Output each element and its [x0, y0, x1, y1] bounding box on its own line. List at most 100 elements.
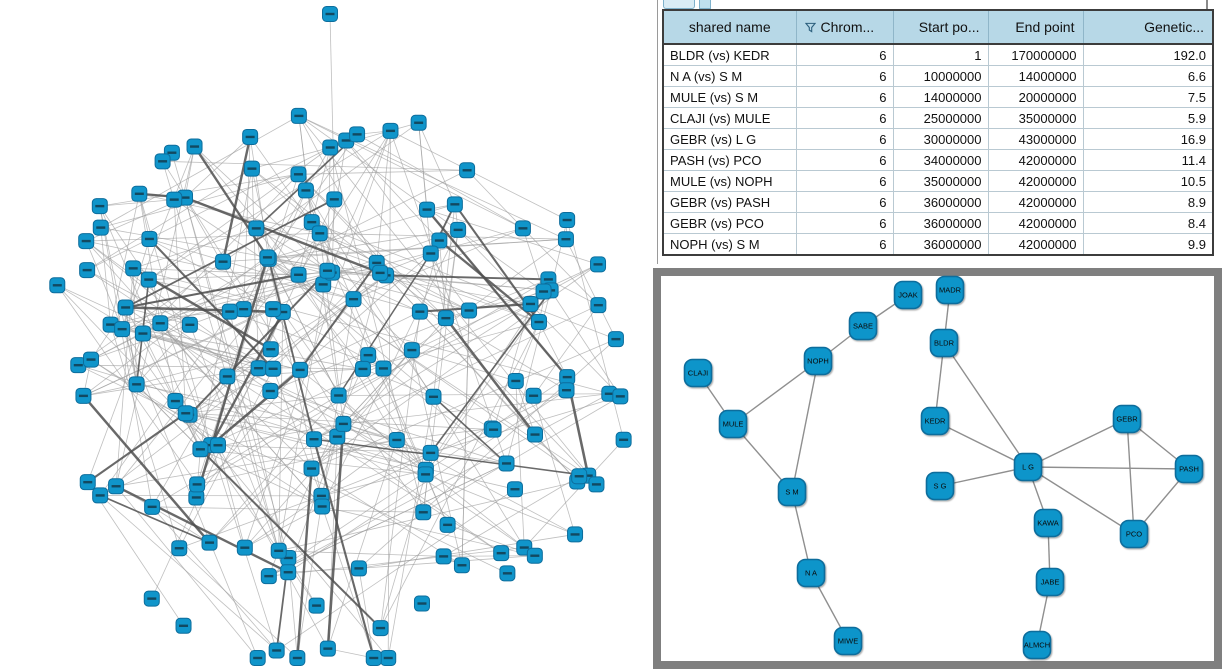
- network-edge[interactable]: [287, 436, 338, 573]
- network-edge-noph-s-m[interactable]: [791, 360, 819, 493]
- network-edge[interactable]: [278, 270, 328, 551]
- table-row[interactable]: BLDR (vs) KEDR 6 1 170000000 192.0: [662, 43, 1214, 66]
- network-edge[interactable]: [223, 238, 566, 263]
- network-node[interactable]: [410, 114, 427, 131]
- table-row[interactable]: PASH (vs) PCO 6 34000000 42000000 11.4: [662, 149, 1214, 171]
- table-cell[interactable]: 6: [795, 149, 894, 171]
- table-cell[interactable]: 34000000: [892, 149, 989, 171]
- table-cell[interactable]: GEBR (vs) L G: [662, 128, 797, 150]
- network-node[interactable]: [330, 387, 347, 404]
- network-edge-s-g-l-g[interactable]: [939, 466, 1029, 487]
- network-node[interactable]: [78, 233, 95, 250]
- network-node-kawa[interactable]: KAWA: [1033, 508, 1063, 538]
- network-edge[interactable]: [345, 140, 440, 241]
- network-edge[interactable]: [466, 169, 524, 229]
- network-edge[interactable]: [217, 445, 246, 548]
- network-edge[interactable]: [115, 486, 258, 659]
- network-edge[interactable]: [329, 13, 335, 200]
- network-node[interactable]: [250, 360, 267, 377]
- network-node[interactable]: [259, 249, 276, 266]
- network-node[interactable]: [425, 388, 442, 405]
- network-edge-strong[interactable]: [438, 239, 540, 323]
- network-node[interactable]: [114, 321, 131, 338]
- table-cell[interactable]: 6: [795, 233, 894, 256]
- table-row[interactable]: GEBR (vs) L G 6 30000000 43000000 16.9: [662, 128, 1214, 150]
- network-node[interactable]: [417, 466, 434, 483]
- network-edge[interactable]: [57, 284, 315, 440]
- network-edge[interactable]: [85, 240, 259, 659]
- network-node[interactable]: [177, 405, 194, 422]
- table-cell[interactable]: GEBR (vs) PASH: [662, 191, 797, 213]
- network-edge[interactable]: [87, 481, 184, 627]
- network-node-mule[interactable]: MULE: [718, 409, 748, 439]
- network-node[interactable]: [91, 198, 108, 215]
- network-edge-kedr-l-g[interactable]: [934, 420, 1029, 468]
- network-edge[interactable]: [251, 168, 260, 369]
- table-cell[interactable]: 10000000: [892, 65, 989, 87]
- network-edge[interactable]: [268, 258, 580, 477]
- network-edge-strong[interactable]: [338, 253, 432, 396]
- network-node[interactable]: [201, 534, 218, 551]
- network-node[interactable]: [186, 138, 203, 155]
- network-edge[interactable]: [251, 168, 313, 223]
- node-shape[interactable]: [925, 471, 955, 501]
- network-node[interactable]: [375, 360, 392, 377]
- network-edge[interactable]: [178, 368, 274, 549]
- network-edge[interactable]: [362, 321, 540, 370]
- network-node[interactable]: [262, 341, 279, 358]
- network-edge[interactable]: [321, 389, 567, 507]
- table-cell[interactable]: 9.9: [1082, 233, 1214, 256]
- network-edge[interactable]: [159, 323, 176, 402]
- network-node[interactable]: [92, 487, 109, 504]
- network-edge[interactable]: [99, 206, 138, 385]
- table-row[interactable]: CLAJI (vs) MULE 6 25000000 35000000 5.9: [662, 107, 1214, 129]
- network-edge[interactable]: [121, 146, 195, 330]
- network-node-s-g[interactable]: S G: [925, 471, 955, 501]
- table-cell[interactable]: 42000000: [987, 233, 1084, 256]
- network-node[interactable]: [167, 393, 184, 410]
- network-edge[interactable]: [83, 284, 324, 397]
- node-shape[interactable]: [683, 358, 713, 388]
- network-edge-strong[interactable]: [386, 274, 549, 281]
- network-node[interactable]: [265, 360, 282, 377]
- network-node[interactable]: [557, 231, 574, 248]
- network-edge[interactable]: [110, 193, 140, 325]
- network-node[interactable]: [530, 314, 547, 331]
- network-node[interactable]: [360, 347, 377, 364]
- table-row[interactable]: GEBR (vs) PCO 6 36000000 42000000 8.4: [662, 212, 1214, 234]
- node-shape[interactable]: [1119, 519, 1149, 549]
- network-edge[interactable]: [425, 474, 576, 535]
- network-edge[interactable]: [343, 393, 610, 425]
- network-node[interactable]: [422, 444, 439, 461]
- network-node[interactable]: [181, 316, 198, 333]
- table-cell[interactable]: 25000000: [892, 107, 989, 129]
- table-cell[interactable]: MULE (vs) NOPH: [662, 170, 797, 192]
- network-node[interactable]: [268, 642, 285, 659]
- network-node[interactable]: [79, 262, 96, 279]
- network-node[interactable]: [382, 122, 399, 139]
- node-shape[interactable]: [935, 275, 965, 305]
- column-header-shared-name[interactable]: shared name: [662, 9, 797, 45]
- table-cell[interactable]: 11.4: [1082, 149, 1214, 171]
- network-node[interactable]: [221, 303, 238, 320]
- network-edge[interactable]: [173, 199, 187, 414]
- node-shape[interactable]: [1022, 630, 1052, 660]
- network-edge[interactable]: [116, 439, 397, 487]
- network-edge[interactable]: [244, 130, 391, 548]
- network-edge[interactable]: [133, 228, 257, 269]
- network-node[interactable]: [354, 360, 371, 377]
- network-edge-strong[interactable]: [267, 258, 315, 440]
- network-edge[interactable]: [148, 130, 391, 280]
- column-header-chrom-[interactable]: Chrom...: [795, 9, 894, 45]
- table-row[interactable]: N A (vs) S M 6 10000000 14000000 6.6: [662, 65, 1214, 87]
- network-edge[interactable]: [200, 448, 323, 507]
- network-node-n-a[interactable]: N A: [796, 558, 826, 588]
- network-edge[interactable]: [251, 168, 447, 319]
- network-edge[interactable]: [136, 384, 201, 450]
- network-node[interactable]: [260, 568, 277, 585]
- table-cell[interactable]: 6: [795, 212, 894, 234]
- network-node[interactable]: [380, 650, 397, 666]
- table-row[interactable]: MULE (vs) S M 6 14000000 20000000 7.5: [662, 86, 1214, 108]
- network-edge[interactable]: [327, 270, 413, 351]
- network-edge[interactable]: [272, 262, 378, 370]
